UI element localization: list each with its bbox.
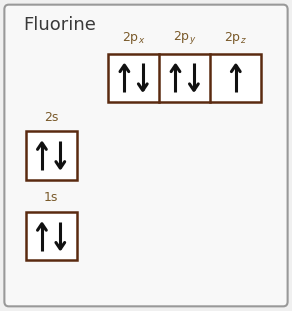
Text: 2p$_x$: 2p$_x$ xyxy=(122,30,145,46)
Bar xyxy=(25,131,77,179)
Text: 2p$_z$: 2p$_z$ xyxy=(225,30,247,46)
Text: 2s: 2s xyxy=(44,111,58,123)
Text: 2p$_y$: 2p$_y$ xyxy=(173,29,196,46)
FancyBboxPatch shape xyxy=(4,5,288,306)
Bar xyxy=(25,212,77,261)
Text: 1s: 1s xyxy=(44,192,58,205)
Bar xyxy=(108,53,261,102)
Text: Fluorine: Fluorine xyxy=(23,16,96,34)
